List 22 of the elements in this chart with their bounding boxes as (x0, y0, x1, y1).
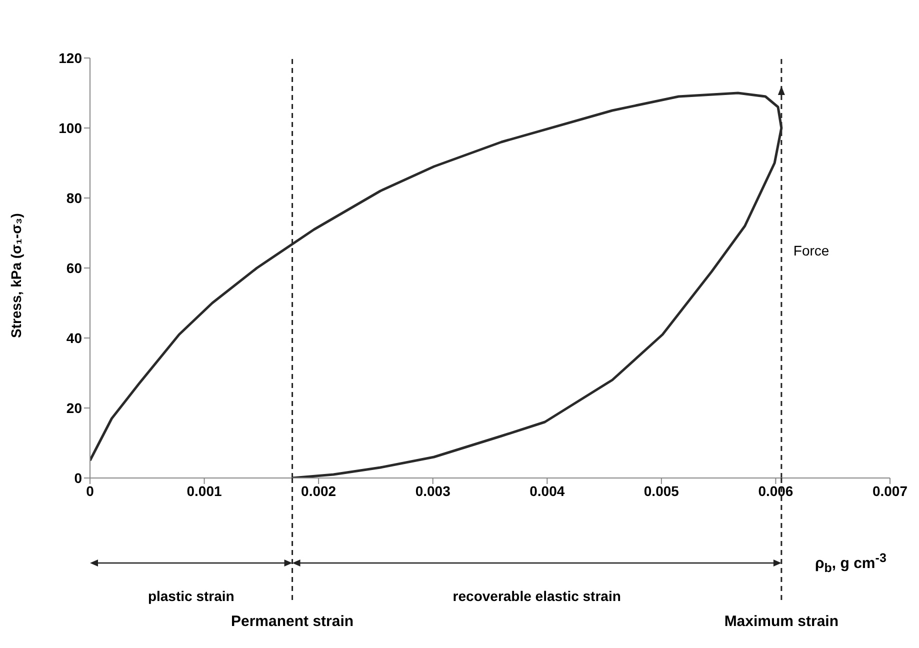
y-tick-label: 40 (66, 330, 82, 346)
x-tick-label: 0.003 (415, 482, 451, 499)
x-tick-label: 0.002 (301, 482, 336, 499)
x-tick-label: 0 (86, 482, 94, 499)
y-tick-label: 60 (66, 260, 82, 276)
x-tick-label: 0.005 (644, 482, 680, 499)
y-axis-title: Stress, kPa (σ₁-σ₃) (8, 213, 24, 338)
y-tick-label: 0 (74, 470, 82, 486)
x-tick-label: 0.007 (872, 482, 908, 499)
text: recoverable elastic strain (452, 588, 621, 604)
y-tick-label: 100 (58, 120, 82, 136)
ref-line-label: Permanent strain (231, 613, 354, 630)
y-tick-label: 80 (66, 190, 82, 206)
x-tick-label: 0.004 (530, 482, 565, 499)
y-tick-label: 20 (66, 400, 82, 416)
x-axis-title: ρ$_{b}$, g cm$^{-3}$ (815, 551, 886, 575)
y-tick-label: 120 (58, 50, 82, 66)
x-tick-label: 0.006 (758, 482, 794, 499)
ref-line-label: Maximum strain (724, 613, 839, 630)
text: plastic strain (148, 588, 234, 604)
x-tick-label: 0.001 (186, 482, 222, 499)
annotation: Force (793, 242, 830, 258)
